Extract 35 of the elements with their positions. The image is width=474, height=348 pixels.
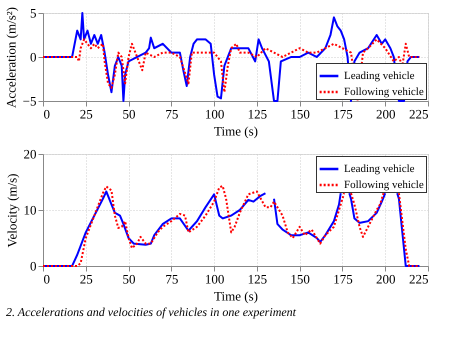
- x-tick-label: 125: [248, 272, 268, 286]
- y-tick-label: 10: [24, 202, 36, 218]
- series-label: Following vehicle: [344, 179, 424, 191]
- y-tick-label: −5: [22, 94, 36, 108]
- x-axis-title: Time (s): [214, 124, 258, 138]
- text: 2. Accelerations and velocities of vehicles in one experiment: [6, 305, 297, 319]
- x-tick-label: 175: [333, 106, 353, 122]
- x-tick-label: 50: [122, 106, 136, 122]
- x-tick-label: 125: [248, 106, 268, 122]
- x-tick-label: 150: [290, 272, 310, 286]
- x-tick-label: 175: [333, 272, 353, 286]
- x-tick-label: 200: [376, 272, 396, 286]
- x-tick-label: 100: [204, 106, 224, 122]
- y-tick-label: 0: [30, 258, 36, 274]
- legend-label: Following vehicle: [344, 86, 424, 98]
- y-tick-label: 5: [30, 6, 36, 20]
- x-tick-label: 150: [290, 106, 310, 122]
- y-tick-label: 20: [24, 146, 36, 162]
- x-tick-label: 225: [409, 272, 428, 286]
- x-tick-label: 200: [376, 106, 396, 122]
- x-axis-title: Time (s): [214, 288, 258, 304]
- x-tick-label: 0: [44, 106, 50, 122]
- legend-label: Leading vehicle: [344, 70, 415, 82]
- series-label: Leading vehicle: [344, 163, 415, 175]
- y-axis-title: Acceleration (m/s²): [4, 7, 19, 108]
- y-tick-label: 0: [30, 50, 36, 64]
- x-tick-label: 75: [165, 106, 178, 122]
- x-tick-label: 75: [165, 272, 178, 286]
- x-tick-label: 100: [204, 272, 224, 286]
- x-tick-label: 225: [409, 106, 428, 122]
- y-axis-title: Velocity (m/s): [4, 173, 20, 248]
- x-tick-label: 25: [80, 106, 93, 122]
- x-tick-label: 25: [80, 272, 93, 286]
- x-tick-label: 0: [44, 272, 50, 286]
- x-tick-label: 50: [122, 272, 136, 286]
